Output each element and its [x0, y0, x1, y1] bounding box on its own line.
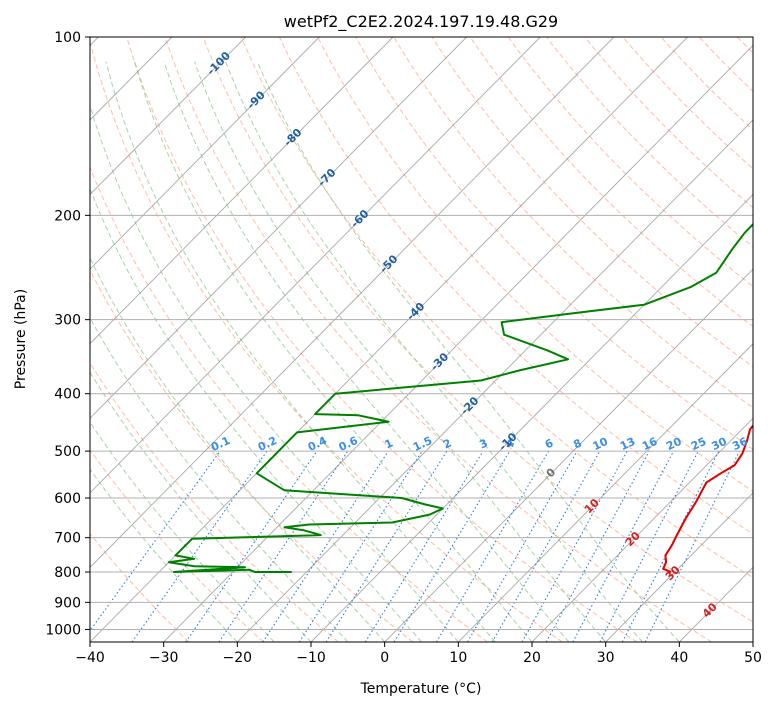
y-tick-label: 400: [54, 387, 81, 403]
chart-title: wetPf2_C2E2.2024.197.19.48.G29: [284, 12, 558, 32]
x-tick-label: −40: [75, 650, 105, 666]
y-tick-label: 800: [54, 565, 81, 581]
x-tick-label: 30: [597, 650, 615, 666]
y-axis-label: Pressure (hPa): [13, 289, 29, 389]
x-tick-label: 0: [380, 650, 389, 666]
y-tick-label: 700: [54, 531, 81, 547]
y-tick-label: 600: [54, 491, 81, 507]
x-tick-label: 40: [670, 650, 688, 666]
x-tick-label: −10: [296, 650, 326, 666]
plot-background: [90, 37, 753, 642]
y-tick-label: 100: [54, 30, 81, 46]
y-tick-label: 900: [54, 595, 81, 611]
y-tick-label: 500: [54, 444, 81, 460]
y-tick-label: 1000: [45, 622, 81, 638]
x-tick-label: −20: [223, 650, 253, 666]
x-tick-label: −30: [149, 650, 179, 666]
x-tick-label: 20: [523, 650, 541, 666]
y-tick-label: 300: [54, 313, 81, 329]
isotherm-line: [753, 37, 775, 642]
x-tick-label: 50: [744, 650, 762, 666]
x-tick-label: 10: [449, 650, 467, 666]
x-axis-label: Temperature (°C): [360, 681, 482, 697]
y-tick-label: 200: [54, 208, 81, 224]
